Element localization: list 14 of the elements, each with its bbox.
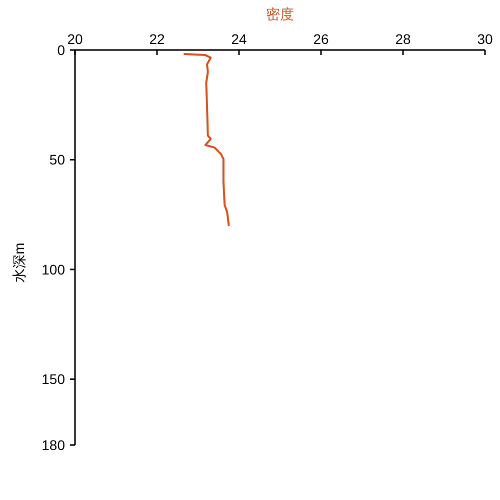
y-tick-label: 150 — [42, 371, 66, 388]
y-tick-label: 0 — [57, 42, 66, 58]
y-tick-label: 180 — [42, 437, 66, 453]
x-axis-title: 密度 — [266, 6, 294, 22]
x-tick-label: 20 — [67, 31, 83, 47]
y-axis-title: 水深m — [11, 242, 27, 282]
x-tick-label: 24 — [231, 31, 247, 47]
y-tick-label: 50 — [49, 152, 66, 168]
x-tick-label: 28 — [395, 31, 411, 47]
y-tick-label: 100 — [42, 261, 66, 278]
x-tick-label: 30 — [477, 31, 493, 47]
x-tick-label: 26 — [313, 31, 329, 47]
line-series — [183, 52, 230, 226]
x-tick-label: 22 — [149, 31, 165, 47]
